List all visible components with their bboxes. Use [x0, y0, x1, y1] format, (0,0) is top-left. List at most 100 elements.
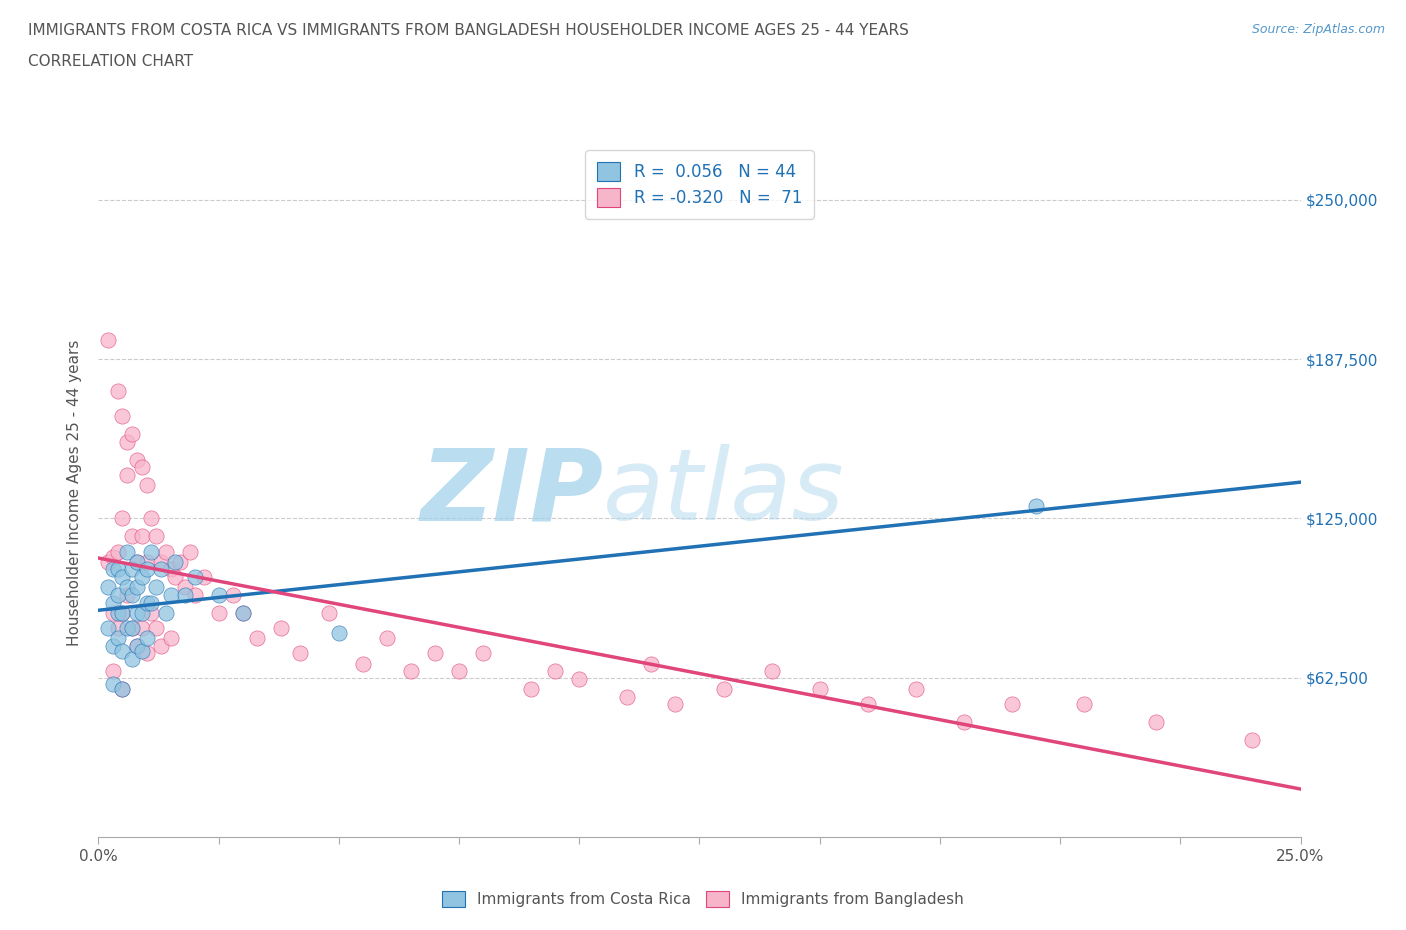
Point	[165, 554, 187, 569]
Point	[953, 715, 976, 730]
Point	[111, 605, 134, 620]
Point	[121, 620, 143, 635]
Point	[149, 638, 172, 653]
Point	[121, 620, 143, 635]
Point	[131, 620, 153, 635]
Point	[141, 605, 163, 620]
Point	[125, 554, 148, 569]
Point	[117, 544, 139, 559]
Point	[145, 620, 167, 635]
Point	[232, 605, 254, 620]
Point	[97, 579, 120, 594]
Point	[193, 569, 215, 584]
Point	[125, 638, 148, 653]
Point	[399, 664, 422, 679]
Point	[375, 631, 398, 645]
Point	[640, 657, 662, 671]
Point	[183, 569, 205, 584]
Point	[101, 605, 124, 620]
Text: IMMIGRANTS FROM COSTA RICA VS IMMIGRANTS FROM BANGLADESH HOUSEHOLDER INCOME AGES: IMMIGRANTS FROM COSTA RICA VS IMMIGRANTS…	[28, 23, 910, 38]
Point	[141, 595, 163, 610]
Legend: R =  0.056   N = 44, R = -0.320   N =  71: R = 0.056 N = 44, R = -0.320 N = 71	[585, 151, 814, 219]
Point	[135, 478, 157, 493]
Point	[135, 646, 157, 661]
Point	[101, 677, 124, 692]
Point	[111, 644, 134, 658]
Point	[1241, 733, 1264, 748]
Point	[159, 588, 181, 603]
Point	[131, 529, 153, 544]
Point	[856, 697, 879, 711]
Point	[145, 529, 167, 544]
Point	[101, 664, 124, 679]
Point	[808, 682, 831, 697]
Point	[664, 697, 686, 711]
Point	[117, 588, 139, 603]
Point	[125, 638, 148, 653]
Point	[1144, 715, 1167, 730]
Point	[111, 511, 134, 525]
Point	[328, 626, 350, 641]
Point	[1025, 498, 1047, 513]
Point	[111, 682, 134, 697]
Point	[423, 646, 446, 661]
Point	[131, 644, 153, 658]
Point	[131, 569, 153, 584]
Point	[121, 651, 143, 666]
Point	[101, 638, 124, 653]
Point	[904, 682, 927, 697]
Point	[208, 605, 231, 620]
Point	[1073, 697, 1095, 711]
Point	[107, 631, 129, 645]
Point	[111, 409, 134, 424]
Point	[208, 588, 231, 603]
Point	[111, 605, 134, 620]
Point	[131, 460, 153, 475]
Point	[101, 550, 124, 565]
Point	[135, 562, 157, 577]
Point	[174, 579, 197, 594]
Point	[97, 620, 120, 635]
Point	[97, 333, 120, 348]
Point	[318, 605, 340, 620]
Point	[149, 562, 172, 577]
Point	[290, 646, 312, 661]
Point	[117, 468, 139, 483]
Point	[141, 511, 163, 525]
Text: atlas: atlas	[603, 445, 845, 541]
Point	[111, 682, 134, 697]
Point	[107, 562, 129, 577]
Point	[117, 620, 139, 635]
Point	[125, 452, 148, 467]
Point	[97, 554, 120, 569]
Point	[107, 605, 129, 620]
Point	[270, 620, 292, 635]
Point	[107, 620, 129, 635]
Point	[107, 383, 129, 398]
Point	[121, 588, 143, 603]
Point	[174, 588, 197, 603]
Point	[145, 579, 167, 594]
Point	[352, 657, 374, 671]
Point	[155, 544, 177, 559]
Legend: Immigrants from Costa Rica, Immigrants from Bangladesh: Immigrants from Costa Rica, Immigrants f…	[436, 884, 970, 913]
Point	[159, 631, 181, 645]
Point	[107, 544, 129, 559]
Point	[520, 682, 543, 697]
Point	[135, 595, 157, 610]
Point	[125, 605, 148, 620]
Point	[135, 554, 157, 569]
Point	[165, 569, 187, 584]
Text: ZIP: ZIP	[420, 445, 603, 541]
Point	[101, 562, 124, 577]
Point	[135, 631, 157, 645]
Point	[101, 595, 124, 610]
Point	[447, 664, 470, 679]
Point	[117, 434, 139, 449]
Point	[616, 689, 638, 704]
Point	[183, 588, 205, 603]
Point	[131, 605, 153, 620]
Point	[117, 579, 139, 594]
Point	[155, 605, 177, 620]
Point	[125, 579, 148, 594]
